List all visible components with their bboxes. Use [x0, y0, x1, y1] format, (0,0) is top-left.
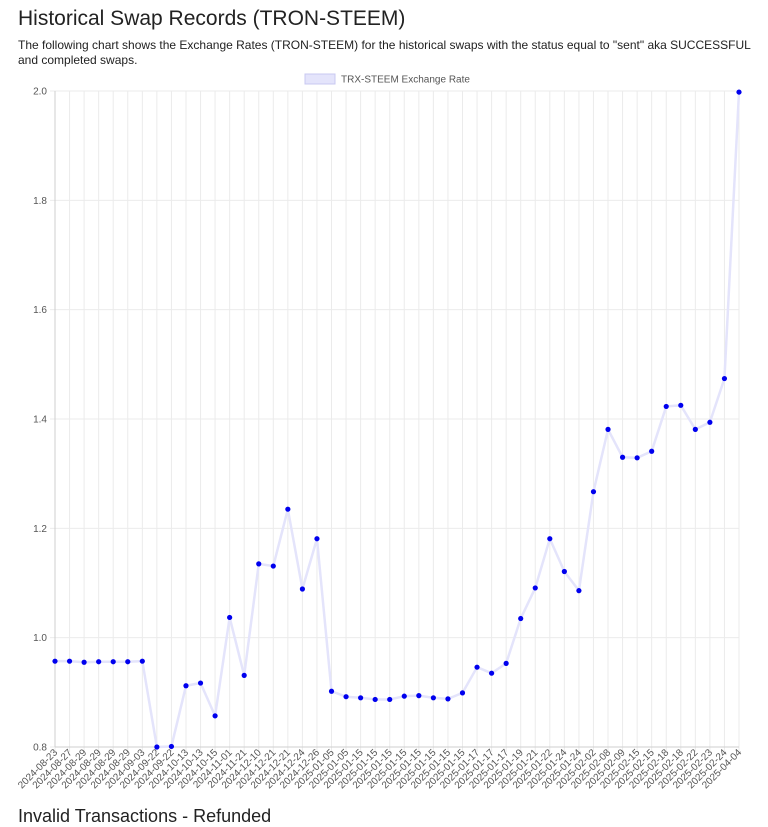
data-point	[154, 744, 160, 750]
y-tick-label: 1.0	[33, 633, 47, 644]
data-point	[430, 695, 436, 701]
data-point	[663, 403, 669, 410]
series-line	[55, 92, 741, 749]
refunded-section-heading: Invalid Transactions - Refunded	[18, 806, 272, 826]
data-point	[270, 563, 276, 569]
y-tick-label: 1.6	[33, 305, 47, 316]
legend-swatch	[304, 73, 336, 85]
data-point	[241, 672, 247, 678]
data-point	[590, 489, 597, 495]
data-point	[168, 743, 175, 750]
y-tick-label: 1.4	[33, 415, 47, 426]
data-point	[197, 680, 204, 686]
data-point	[314, 536, 320, 542]
data-point	[721, 375, 728, 382]
data-point	[125, 659, 131, 665]
data-point	[66, 658, 73, 664]
data-point	[372, 696, 378, 703]
data-point	[212, 713, 218, 719]
data-point	[488, 670, 495, 676]
data-point	[416, 693, 422, 699]
data-point	[707, 419, 713, 425]
data-point	[401, 693, 407, 699]
data-point	[649, 448, 655, 454]
data-point	[576, 588, 582, 594]
data-point	[343, 694, 349, 700]
data-point	[445, 696, 451, 702]
data-point	[139, 658, 145, 664]
data-point	[736, 89, 742, 95]
data-point	[503, 660, 509, 666]
data-point	[52, 658, 58, 664]
data-point	[692, 426, 698, 432]
data-point	[634, 455, 640, 461]
data-point	[81, 659, 87, 665]
legend-label: TRX-STEEM Exchange Rate	[341, 75, 470, 86]
data-point	[518, 615, 524, 622]
data-point	[256, 561, 262, 567]
data-point	[605, 426, 611, 432]
data-point	[619, 454, 626, 460]
page-title: Historical Swap Records (TRON-STEEM)	[18, 7, 406, 30]
data-point	[459, 690, 466, 696]
y-tick-label: 1.2	[33, 524, 47, 535]
data-point	[358, 695, 364, 701]
data-point	[547, 536, 553, 542]
data-point	[387, 696, 393, 703]
chart-description: The following chart shows the Exchange R…	[18, 38, 751, 67]
y-tick-label: 0.8	[33, 743, 47, 754]
data-point	[299, 586, 306, 592]
y-tick-label: 2.0	[33, 87, 47, 98]
data-point	[183, 683, 189, 689]
data-point	[227, 614, 233, 621]
data-point	[678, 402, 684, 408]
data-point	[561, 568, 567, 575]
data-point	[474, 664, 480, 670]
data-point	[96, 659, 102, 665]
data-point	[532, 585, 538, 591]
data-point	[328, 688, 335, 694]
y-tick-label: 1.8	[33, 196, 47, 207]
data-point	[110, 659, 116, 665]
data-point	[285, 506, 291, 512]
